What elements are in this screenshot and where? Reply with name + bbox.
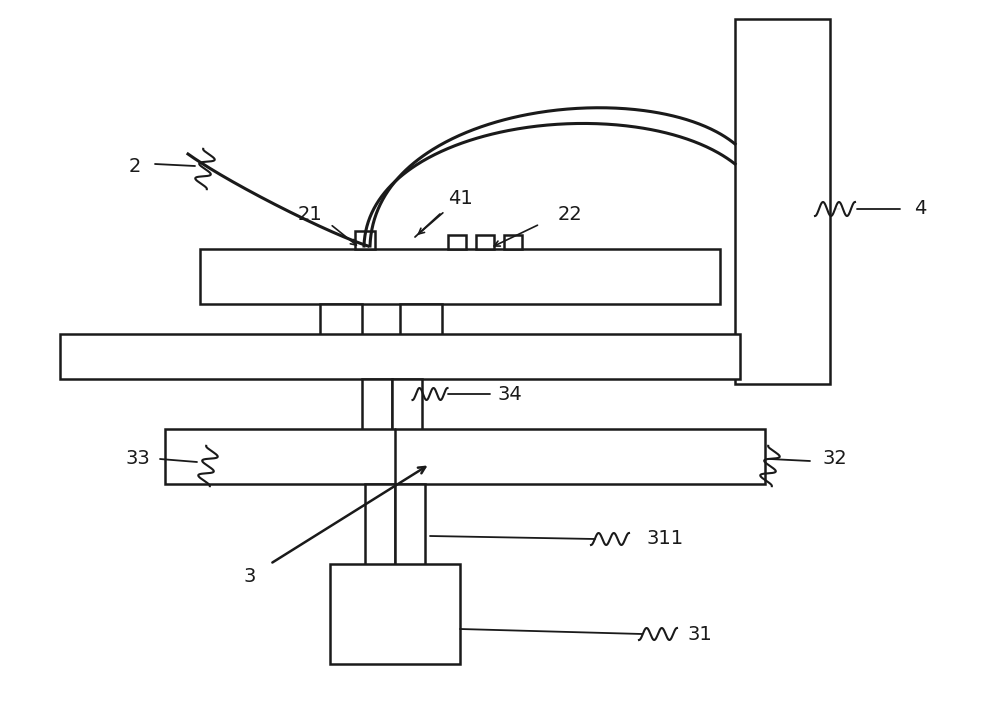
Bar [165, 429, 765, 484]
Text: 2: 2 [129, 158, 141, 177]
Text: 31: 31 [688, 625, 712, 644]
Bar [504, 235, 522, 249]
Bar [362, 379, 392, 459]
Text: 3: 3 [244, 566, 256, 586]
Bar [400, 304, 442, 354]
Text: 4: 4 [914, 200, 926, 219]
Bar [395, 484, 425, 584]
Bar [320, 304, 362, 354]
Bar [330, 564, 460, 664]
Bar [200, 249, 720, 304]
Text: 33: 33 [126, 450, 150, 468]
Bar [365, 484, 395, 584]
Bar [448, 235, 466, 249]
Bar [735, 19, 830, 384]
Bar [476, 235, 494, 249]
Text: 311: 311 [646, 529, 684, 549]
Text: 22: 22 [558, 204, 582, 224]
Bar [355, 231, 375, 249]
Text: 41: 41 [448, 190, 472, 209]
Text: 34: 34 [498, 384, 522, 403]
Text: 32: 32 [823, 450, 847, 468]
Text: 21: 21 [298, 204, 322, 224]
Bar [60, 334, 740, 379]
Bar [392, 379, 422, 459]
